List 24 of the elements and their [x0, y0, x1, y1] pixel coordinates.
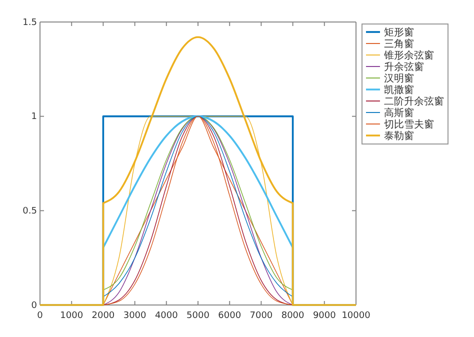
- x-tick-label: 7000: [250, 310, 273, 321]
- legend-label: 矩形窗: [384, 26, 414, 38]
- legend-label: 切比雪夫窗: [384, 118, 434, 130]
- x-tick-label: 8000: [281, 310, 305, 321]
- x-tick-label: 4000: [154, 310, 178, 321]
- legend-label: 泰勒窗: [384, 130, 414, 142]
- legend-label: 高斯窗: [384, 107, 414, 119]
- x-tick-label: 2000: [92, 310, 115, 321]
- legend-label: 锥形余弦窗: [383, 50, 434, 62]
- x-tick-label: 5000: [186, 310, 210, 321]
- legend-label: 三角窗: [384, 38, 414, 50]
- legend-label: 凯撒窗: [384, 84, 414, 96]
- y-tick-label: 0: [31, 300, 38, 311]
- x-tick-label: 6000: [218, 310, 242, 321]
- y-tick-label: 1.5: [22, 18, 37, 28]
- y-tick-label: 1: [31, 112, 37, 122]
- x-tick-label: 10000: [342, 310, 371, 321]
- y-tick-label: 0.5: [22, 206, 37, 217]
- x-tick-label: 3000: [123, 310, 147, 321]
- legend-label: 二阶升余弦窗: [384, 96, 444, 108]
- x-tick-label: 1000: [60, 310, 84, 321]
- x-tick-label: 9000: [312, 310, 336, 321]
- legend-label: 汉明窗: [384, 72, 414, 84]
- legend-label: 升余弦窗: [384, 61, 424, 73]
